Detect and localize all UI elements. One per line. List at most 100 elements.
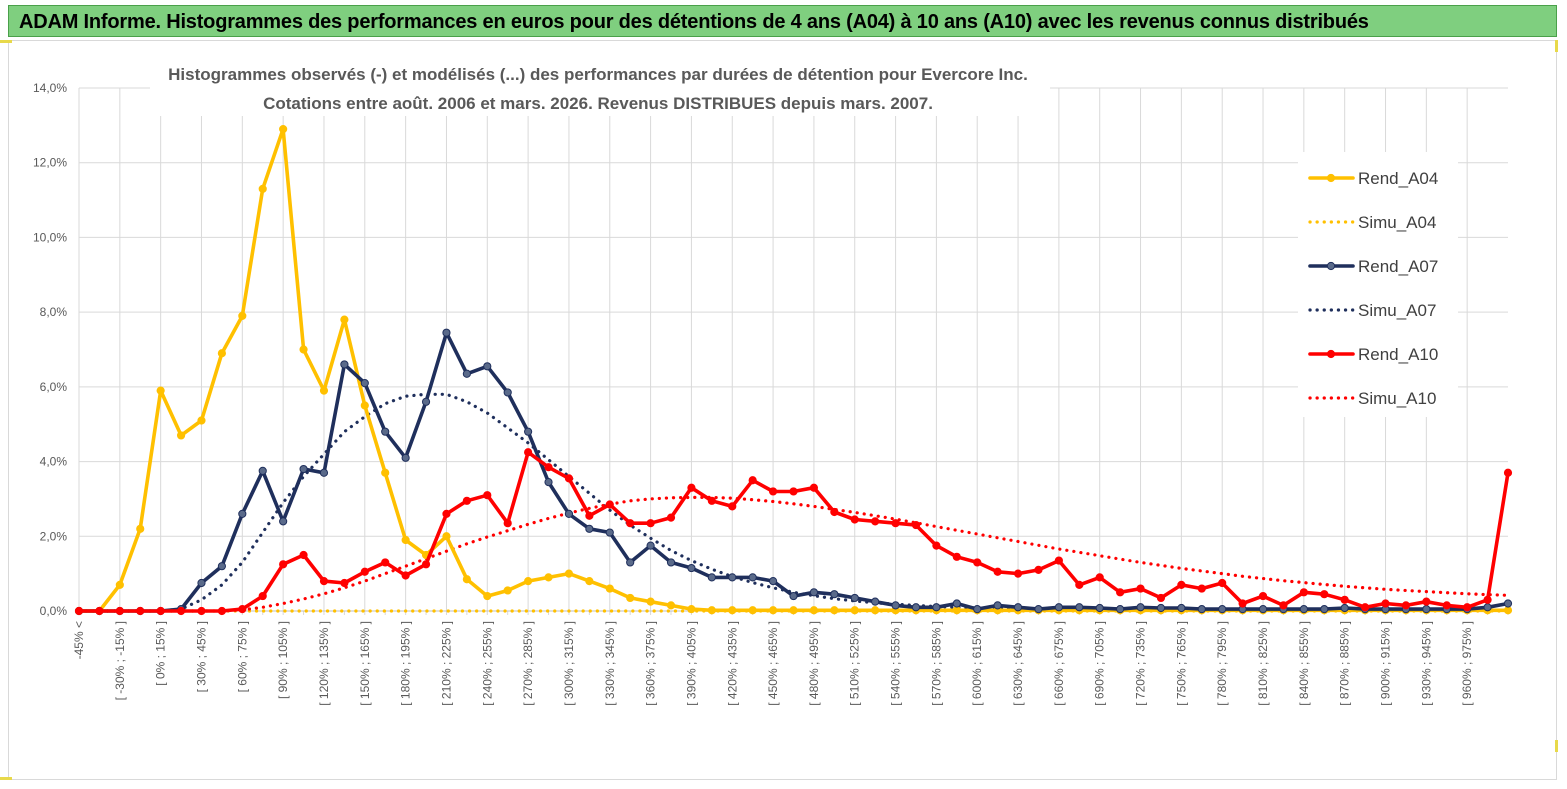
data-point-rend-a07 bbox=[319, 468, 329, 477]
data-point-rend-a10 bbox=[1034, 565, 1043, 575]
x-tick-label: [ 210% ; 225% ] bbox=[439, 621, 453, 706]
data-point-rend-a07 bbox=[1156, 603, 1166, 613]
data-point-rend-a10 bbox=[1218, 578, 1227, 588]
data-point-rend-a07 bbox=[1197, 605, 1206, 614]
data-point-rend-a07 bbox=[626, 558, 635, 567]
data-point-rend-a07 bbox=[973, 605, 982, 614]
data-point-rend-a07 bbox=[748, 573, 757, 582]
y-tick-label: 10,0% bbox=[33, 230, 67, 244]
data-point-rend-a04 bbox=[136, 524, 145, 533]
data-point-rend-a07 bbox=[830, 590, 839, 599]
x-tick-label: [ 0% ; 15% ] bbox=[154, 621, 168, 686]
legend-label: Simu_A04 bbox=[1358, 213, 1436, 232]
data-point-rend-a07 bbox=[544, 478, 553, 487]
y-tick-label: 14,0% bbox=[33, 81, 67, 95]
data-point-rend-a04 bbox=[258, 184, 267, 193]
data-point-rend-a07 bbox=[1054, 603, 1063, 612]
chart-frame bbox=[8, 40, 1557, 780]
title-backdrop bbox=[150, 58, 1050, 116]
series-line-rend-a04 bbox=[77, 127, 1510, 613]
data-point-rend-a04 bbox=[442, 532, 451, 541]
data-point-rend-a10 bbox=[850, 515, 859, 524]
data-point-rend-a07 bbox=[687, 563, 696, 573]
chart-title-line: Histogrammes observés (-) et modélisés (… bbox=[168, 65, 1028, 84]
data-point-rend-a10 bbox=[830, 507, 839, 517]
report-banner: ADAM Informe. Histogrammes des performan… bbox=[8, 5, 1557, 37]
data-point-rend-a10 bbox=[279, 560, 288, 569]
series-lines bbox=[74, 124, 1513, 616]
data-point-rend-a04 bbox=[768, 606, 778, 615]
data-point-rend-a10 bbox=[687, 483, 696, 492]
data-point-rend-a07 bbox=[1340, 603, 1349, 613]
data-point-rend-a07 bbox=[421, 397, 431, 406]
data-point-rend-a07 bbox=[564, 509, 574, 518]
data-point-rend-a07 bbox=[932, 603, 941, 612]
data-point-rend-a07 bbox=[360, 379, 369, 388]
data-point-rend-a10 bbox=[156, 606, 165, 616]
data-point-rend-a07 bbox=[1483, 603, 1492, 612]
data-point-rend-a04 bbox=[360, 401, 369, 410]
data-point-rend-a07 bbox=[707, 573, 716, 582]
x-tick-label: [ 150% ; 165% ] bbox=[358, 621, 372, 706]
y-tick-label: 0,0% bbox=[40, 604, 68, 618]
legend-label: Simu_A10 bbox=[1358, 389, 1436, 408]
x-tick-label: [ 270% ; 285% ] bbox=[521, 621, 535, 706]
y-axis: 0,0% 2,0% 4,0% 6,0% 8,0% 10,0% 12,0% 14,0% bbox=[33, 81, 67, 618]
data-point-rend-a10 bbox=[809, 483, 819, 492]
data-point-rend-a10 bbox=[748, 476, 757, 485]
data-point-rend-a04 bbox=[871, 606, 880, 615]
data-point-rend-a10 bbox=[503, 519, 512, 528]
data-point-rend-a07 bbox=[1503, 599, 1513, 608]
data-point-rend-a10 bbox=[646, 519, 655, 528]
x-tick-label: [ 780% ; 795% ] bbox=[1215, 621, 1229, 706]
data-point-rend-a10 bbox=[421, 560, 431, 569]
data-point-rend-a10 bbox=[1258, 591, 1268, 601]
legend-marker bbox=[1326, 349, 1336, 359]
data-point-rend-a10 bbox=[544, 463, 553, 472]
y-tick-label: 8,0% bbox=[40, 305, 68, 319]
data-point-rend-a04 bbox=[217, 349, 226, 358]
x-axis: -45% < [ -30% ; -15% ] [ 0% ; 15% ] [ 30% ;… bbox=[72, 610, 1509, 706]
data-point-rend-a10 bbox=[136, 606, 145, 616]
x-tick-label: [ 360% ; 375% ] bbox=[644, 621, 658, 706]
x-tick-label: [ -30% ; -15% ] bbox=[113, 621, 127, 700]
data-point-rend-a04 bbox=[830, 606, 839, 615]
data-point-rend-a07 bbox=[340, 360, 349, 369]
data-point-rend-a10 bbox=[1279, 601, 1288, 610]
data-point-rend-a10 bbox=[1381, 599, 1390, 608]
data-point-rend-a10 bbox=[973, 558, 982, 567]
data-point-rend-a10 bbox=[483, 491, 492, 500]
x-tick-label: [ 750% ; 765% ] bbox=[1174, 621, 1188, 706]
data-point-rend-a10 bbox=[462, 496, 471, 505]
data-point-rend-a07 bbox=[1177, 603, 1186, 613]
data-point-rend-a04 bbox=[381, 468, 390, 477]
data-point-rend-a04 bbox=[279, 124, 288, 134]
x-tick-label: [ 30% ; 45% ] bbox=[194, 621, 208, 692]
x-tick-label: [ 330% ; 345% ] bbox=[603, 621, 617, 706]
data-point-rend-a04 bbox=[524, 577, 533, 586]
data-point-rend-a07 bbox=[666, 558, 676, 567]
data-point-rend-a07 bbox=[891, 601, 900, 610]
data-point-rend-a07 bbox=[1320, 605, 1329, 614]
data-point-rend-a10 bbox=[1503, 468, 1513, 477]
data-point-rend-a10 bbox=[1136, 584, 1145, 593]
data-point-rend-a10 bbox=[728, 502, 737, 511]
data-point-rend-a10 bbox=[585, 511, 594, 520]
data-point-rend-a10 bbox=[1401, 601, 1411, 610]
x-tick-label: [ 720% ; 735% ] bbox=[1134, 621, 1148, 706]
x-tick-label: [ 840% ; 855% ] bbox=[1297, 621, 1311, 706]
x-tick-label: [ 120% ; 135% ] bbox=[317, 621, 331, 706]
x-tick-label: [ 180% ; 195% ] bbox=[399, 621, 413, 706]
data-point-rend-a10 bbox=[891, 519, 900, 528]
data-point-rend-a07 bbox=[1075, 603, 1084, 612]
data-point-rend-a07 bbox=[258, 466, 267, 476]
data-point-rend-a07 bbox=[1218, 605, 1227, 614]
x-tick-label: [ 90% ; 105% ] bbox=[276, 621, 290, 699]
frame-corner-marker bbox=[1555, 740, 1558, 752]
data-point-rend-a10 bbox=[176, 606, 186, 616]
data-point-rend-a10 bbox=[768, 487, 778, 496]
data-point-rend-a04 bbox=[646, 597, 655, 606]
data-point-rend-a10 bbox=[1075, 580, 1084, 589]
data-point-rend-a10 bbox=[524, 448, 533, 457]
